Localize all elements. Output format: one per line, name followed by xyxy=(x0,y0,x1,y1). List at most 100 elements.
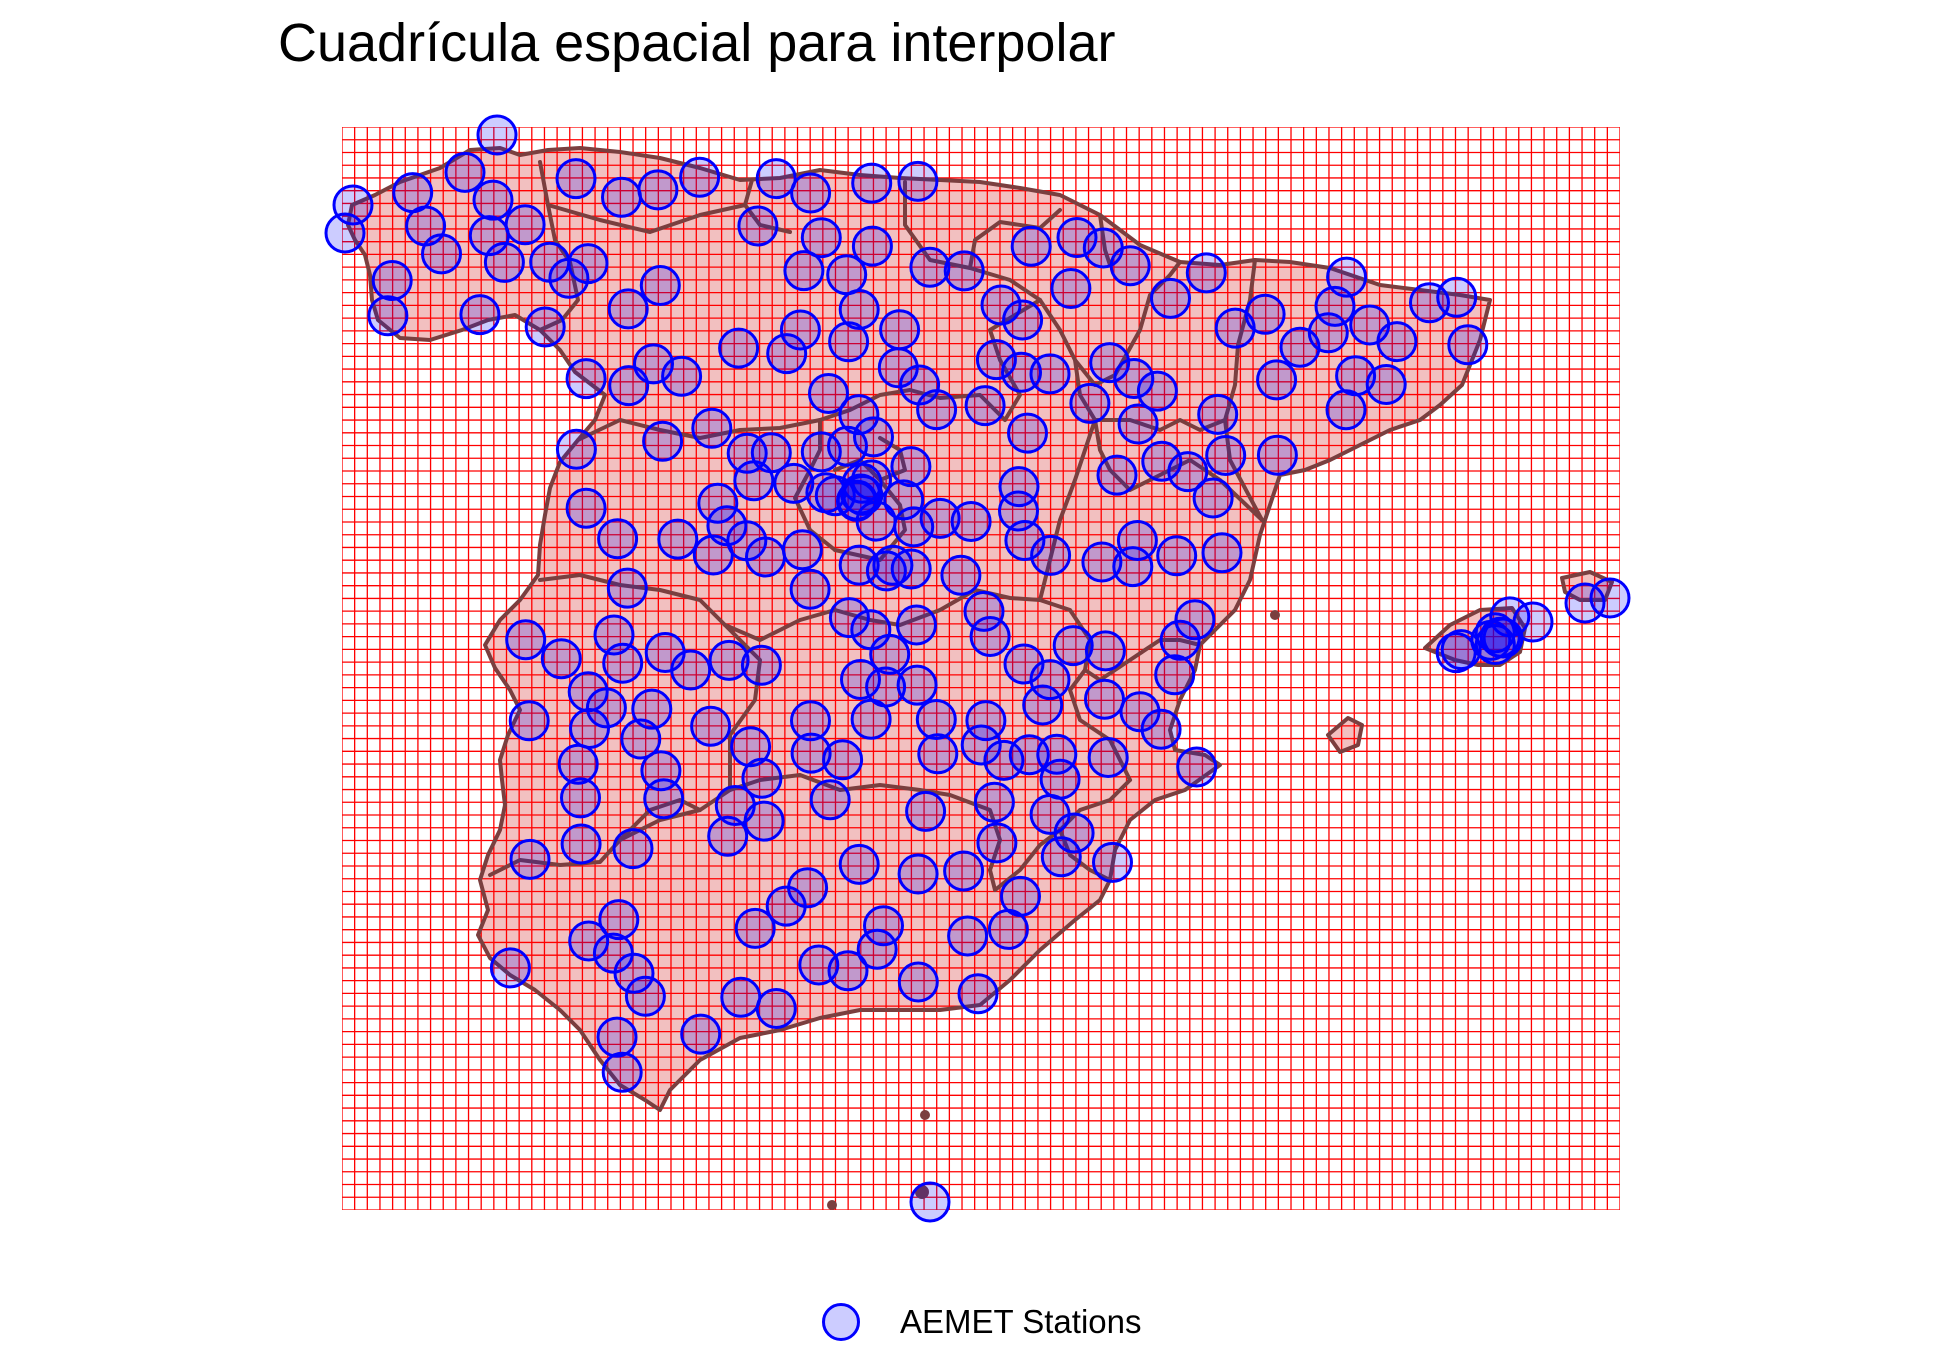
station-marker[interactable] xyxy=(1159,619,1201,661)
station-marker[interactable] xyxy=(324,212,366,254)
station-marker[interactable] xyxy=(489,947,531,989)
station-marker[interactable] xyxy=(1176,746,1218,788)
station-marker[interactable] xyxy=(601,1051,643,1093)
station-marker[interactable] xyxy=(1113,358,1155,399)
station-marker[interactable] xyxy=(1156,535,1198,577)
station-marker[interactable] xyxy=(740,644,782,686)
station-marker[interactable] xyxy=(909,1181,951,1223)
station-marker[interactable] xyxy=(950,501,992,542)
station-marker[interactable] xyxy=(639,265,681,306)
station-marker[interactable] xyxy=(1174,599,1216,641)
station-marker[interactable] xyxy=(607,288,649,330)
station-marker[interactable] xyxy=(612,828,654,870)
station-marker[interactable] xyxy=(969,616,1011,657)
station-marker[interactable] xyxy=(1117,403,1159,445)
station-marker[interactable] xyxy=(1349,304,1391,346)
station-marker[interactable] xyxy=(691,407,733,449)
station-marker[interactable] xyxy=(1081,541,1123,583)
station-marker[interactable] xyxy=(865,666,907,708)
station-marker[interactable] xyxy=(940,554,982,596)
station-marker[interactable] xyxy=(644,632,686,673)
station-marker[interactable] xyxy=(1409,282,1450,324)
station-marker[interactable] xyxy=(1007,412,1048,454)
station-marker[interactable] xyxy=(1365,364,1407,405)
station-marker[interactable] xyxy=(828,597,870,639)
station-marker[interactable] xyxy=(692,534,734,576)
station-marker[interactable] xyxy=(509,838,551,880)
station-marker[interactable] xyxy=(1192,477,1234,519)
station-marker[interactable] xyxy=(592,932,634,974)
station-marker[interactable] xyxy=(838,544,880,586)
station-marker[interactable] xyxy=(1136,370,1178,412)
station-marker[interactable] xyxy=(596,1016,638,1058)
station-marker[interactable] xyxy=(916,389,958,431)
station-marker[interactable] xyxy=(661,355,703,397)
station-marker[interactable] xyxy=(690,705,732,747)
station-marker[interactable] xyxy=(943,250,985,292)
station-marker[interactable] xyxy=(707,815,749,857)
station-marker[interactable] xyxy=(1040,836,1082,878)
station-marker[interactable] xyxy=(957,973,999,1015)
station-marker[interactable] xyxy=(976,822,1018,864)
station-marker[interactable] xyxy=(1092,841,1133,883)
station-marker[interactable] xyxy=(593,614,635,656)
station-marker[interactable] xyxy=(1087,737,1129,778)
station-marker[interactable] xyxy=(897,160,939,202)
station-marker[interactable] xyxy=(1029,793,1071,835)
station-marker[interactable] xyxy=(1084,678,1125,720)
station-marker[interactable] xyxy=(838,394,880,436)
station-marker[interactable] xyxy=(1154,654,1196,696)
station-marker[interactable] xyxy=(555,158,597,200)
station-marker[interactable] xyxy=(504,204,546,246)
station-marker[interactable] xyxy=(919,497,961,539)
station-marker[interactable] xyxy=(598,899,640,941)
station-marker[interactable] xyxy=(1256,434,1298,476)
station-marker[interactable] xyxy=(444,151,486,193)
station-marker[interactable] xyxy=(1119,691,1161,733)
station-marker[interactable] xyxy=(1002,299,1044,341)
station-marker[interactable] xyxy=(597,518,639,560)
station-marker[interactable] xyxy=(371,260,413,301)
station-marker[interactable] xyxy=(1201,532,1243,574)
station-marker[interactable] xyxy=(472,179,514,221)
station-marker[interactable] xyxy=(856,928,898,970)
station-marker[interactable] xyxy=(790,700,831,742)
station-marker[interactable] xyxy=(718,327,760,369)
station-marker[interactable] xyxy=(766,333,808,375)
station-marker[interactable] xyxy=(877,347,919,389)
station-marker[interactable] xyxy=(741,757,783,799)
station-marker[interactable] xyxy=(897,853,939,895)
station-marker[interactable] xyxy=(983,739,1025,781)
station-marker[interactable] xyxy=(555,428,597,470)
station-marker[interactable] xyxy=(963,590,1005,632)
station-marker[interactable] xyxy=(790,732,832,774)
station-marker[interactable] xyxy=(1325,389,1367,431)
station-marker[interactable] xyxy=(708,639,750,681)
station-marker[interactable] xyxy=(1326,256,1368,298)
station-marker[interactable] xyxy=(822,739,864,781)
station-marker[interactable] xyxy=(897,961,939,1003)
station-marker[interactable] xyxy=(1022,684,1064,726)
station-marker[interactable] xyxy=(734,907,776,949)
station-marker[interactable] xyxy=(1069,382,1111,424)
station-marker[interactable] xyxy=(680,1013,722,1055)
station-marker[interactable] xyxy=(1052,625,1094,667)
station-marker[interactable] xyxy=(1470,619,1512,661)
station-marker[interactable] xyxy=(557,743,599,785)
station-marker[interactable] xyxy=(1056,217,1098,258)
station-marker[interactable] xyxy=(1084,630,1126,672)
station-marker[interactable] xyxy=(840,659,881,700)
station-marker[interactable] xyxy=(909,246,951,288)
station-marker[interactable] xyxy=(1185,252,1227,294)
station-marker[interactable] xyxy=(879,309,921,351)
station-marker[interactable] xyxy=(1001,351,1042,393)
station-marker[interactable] xyxy=(606,567,648,609)
station-marker[interactable] xyxy=(508,700,550,742)
station-marker[interactable] xyxy=(540,638,582,680)
station-marker[interactable] xyxy=(679,156,721,198)
station-marker[interactable] xyxy=(838,843,880,885)
station-marker[interactable] xyxy=(585,687,627,729)
station-marker[interactable] xyxy=(781,529,823,571)
station-marker[interactable] xyxy=(779,309,821,351)
station-marker[interactable] xyxy=(624,975,666,1017)
